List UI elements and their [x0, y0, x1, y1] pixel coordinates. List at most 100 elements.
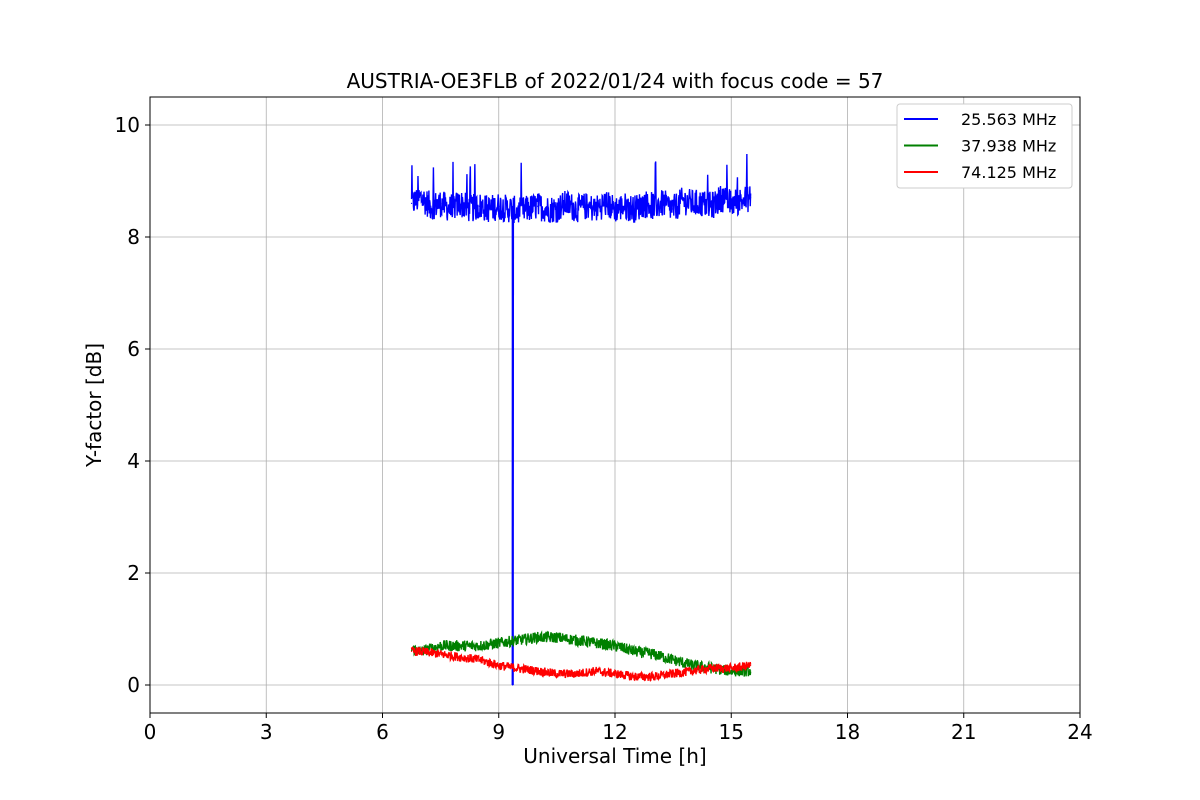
data-point — [420, 197, 422, 199]
data-point — [410, 202, 413, 204]
data-point — [595, 642, 597, 644]
data-point — [750, 670, 752, 672]
data-point — [575, 639, 577, 641]
data-point — [517, 211, 519, 213]
data-point — [512, 684, 514, 686]
data-point — [653, 676, 655, 678]
data-point — [556, 208, 558, 210]
data-point — [536, 205, 539, 207]
data-point — [536, 670, 539, 672]
data-point — [478, 205, 480, 207]
data-point — [633, 650, 635, 653]
data-point — [643, 202, 645, 204]
x-tick-label: 6 — [376, 720, 389, 744]
data-point — [459, 645, 461, 647]
data-point — [459, 202, 461, 204]
data-point — [614, 673, 616, 675]
legend-label: 25.563 MHz — [961, 110, 1056, 129]
data-point — [633, 676, 635, 678]
data-point — [410, 650, 413, 653]
data-point — [691, 664, 694, 667]
data-point — [633, 208, 635, 210]
data-point — [662, 202, 665, 204]
data-point — [730, 670, 732, 672]
data-point — [517, 639, 519, 641]
data-point — [478, 645, 480, 647]
data-point — [750, 197, 752, 199]
data-point — [498, 642, 500, 644]
data-point — [585, 205, 587, 207]
y-tick-label: 0 — [127, 673, 140, 697]
data-point — [507, 208, 510, 210]
x-tick-label: 18 — [835, 720, 860, 744]
data-point — [740, 200, 742, 202]
x-tick-label: 12 — [602, 720, 627, 744]
data-point — [672, 208, 674, 210]
data-point — [469, 208, 471, 210]
data-point — [498, 205, 500, 207]
legend-box — [896, 103, 1073, 189]
data-point — [449, 208, 451, 210]
x-tick-label: 24 — [1067, 720, 1092, 744]
series-2 — [410, 646, 752, 682]
chart-title: AUSTRIA-OE3FLB of 2022/01/24 with focus … — [347, 69, 884, 93]
data-point — [614, 645, 616, 647]
series-line — [410, 646, 752, 682]
data-point — [478, 659, 480, 661]
data-point — [653, 653, 655, 655]
data-point — [691, 202, 694, 204]
x-tick-label: 9 — [492, 720, 505, 744]
data-point — [575, 673, 577, 675]
data-point — [730, 202, 732, 204]
data-point — [517, 667, 519, 669]
data-point — [527, 208, 529, 210]
y-tick-label: 8 — [127, 225, 140, 249]
data-point — [575, 208, 577, 210]
x-tick-label: 21 — [951, 720, 976, 744]
legend-label: 37.938 MHz — [961, 137, 1056, 156]
data-point — [595, 208, 597, 210]
data-point — [711, 667, 713, 669]
data-point — [672, 659, 674, 661]
data-point — [604, 202, 606, 204]
x-tick-label: 15 — [719, 720, 744, 744]
data-point — [556, 636, 558, 639]
y-tick-label: 10 — [115, 113, 140, 137]
data-point — [512, 208, 514, 210]
data-point — [498, 664, 500, 667]
data-point — [720, 197, 723, 199]
legend: 25.563 MHz 37.938 MHz 74.125 MHz — [896, 103, 1073, 189]
data-point — [614, 208, 616, 210]
y-tick-label: 6 — [127, 337, 140, 361]
legend-label: 74.125 MHz — [961, 163, 1056, 182]
data-point — [653, 205, 655, 207]
data-point — [430, 205, 432, 207]
data-point — [711, 205, 713, 207]
data-point — [595, 670, 597, 672]
y-tick-label: 2 — [127, 561, 140, 585]
plot-series — [410, 154, 752, 686]
data-point — [440, 653, 442, 655]
series-line — [410, 154, 752, 424]
series-0 — [410, 154, 752, 686]
y-axis-label: Y-factor [dB] — [82, 343, 106, 468]
data-point — [420, 650, 422, 653]
data-point — [546, 208, 548, 210]
data-point — [440, 202, 442, 204]
data-point — [691, 670, 694, 672]
data-point — [672, 673, 674, 675]
data-point — [682, 200, 684, 202]
data-point — [730, 667, 732, 669]
data-point — [440, 645, 442, 647]
data-point — [624, 205, 626, 207]
data-point — [750, 664, 752, 667]
data-point — [488, 208, 490, 210]
x-tick-label: 3 — [260, 720, 273, 744]
data-point — [556, 673, 558, 675]
data-point — [459, 656, 461, 658]
y-tick-label: 4 — [127, 449, 140, 473]
x-axis-label: Universal Time [h] — [523, 744, 706, 768]
data-point — [536, 636, 539, 639]
